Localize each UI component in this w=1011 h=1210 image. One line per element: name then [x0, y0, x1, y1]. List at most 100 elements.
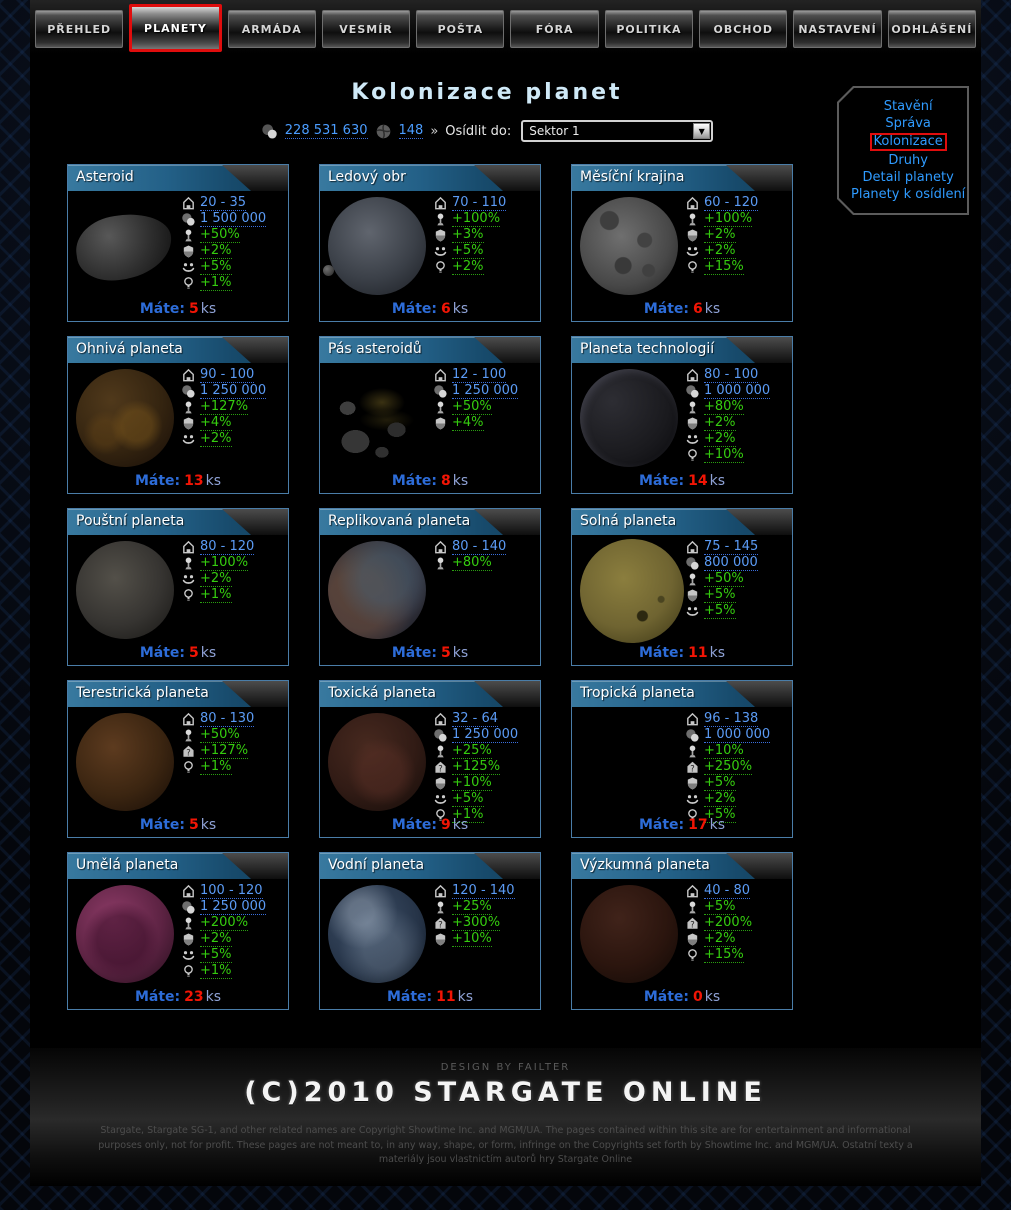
sidebar-item-druhy[interactable]: Druhy: [888, 153, 928, 168]
stat-value[interactable]: +2%: [704, 431, 736, 447]
stat-value[interactable]: 12 - 100: [452, 367, 507, 383]
stat-value[interactable]: +10%: [452, 775, 492, 791]
stat-value[interactable]: +2%: [704, 243, 736, 259]
stat-value[interactable]: +80%: [704, 399, 744, 415]
stat-value[interactable]: +1%: [200, 963, 232, 979]
stat-value[interactable]: 75 - 145: [704, 539, 759, 555]
stat-value[interactable]: +200%: [704, 915, 753, 931]
nav-tab-politika[interactable]: POLITIKA: [604, 10, 694, 48]
stat-value[interactable]: +5%: [452, 243, 484, 259]
stat-value[interactable]: 80 - 100: [704, 367, 759, 383]
stat-value[interactable]: 90 - 100: [200, 367, 255, 383]
stat-value[interactable]: +5%: [704, 775, 736, 791]
stat-value[interactable]: +125%: [452, 759, 501, 775]
stat-value[interactable]: +200%: [200, 915, 249, 931]
stat-value[interactable]: 20 - 35: [200, 195, 247, 211]
menu-scrollbar-thumb[interactable]: [968, 142, 975, 158]
planet-card-umela-planeta[interactable]: Umělá planeta 100 - 120 1 250 000 +200% +2% +…: [67, 852, 289, 1010]
stat-value[interactable]: +5%: [452, 791, 484, 807]
planet-card-tropicka-planeta[interactable]: Tropická planeta 96 - 138 1 000 000 +10%? +2…: [571, 680, 793, 838]
nav-tab-armada[interactable]: ARMÁDA: [227, 10, 316, 48]
stat-value[interactable]: 96 - 138: [704, 711, 759, 727]
stat-value[interactable]: +250%: [704, 759, 753, 775]
stat-value[interactable]: +1%: [200, 275, 232, 291]
money-link[interactable]: 228 531 630: [284, 123, 368, 139]
stat-value[interactable]: +2%: [704, 931, 736, 947]
sidebar-item-kolonizace[interactable]: Kolonizace: [870, 133, 947, 151]
stat-value[interactable]: +80%: [452, 555, 492, 571]
stat-value[interactable]: +5%: [200, 947, 232, 963]
planet-card-mesicni-krajina[interactable]: Měsíční krajina 60 - 120 +100% +2% +2% +15% Má…: [571, 164, 793, 322]
stat-value[interactable]: 1 250 000: [452, 383, 519, 399]
stat-value[interactable]: +10%: [704, 447, 744, 463]
stat-value[interactable]: 1 250 000: [452, 727, 519, 743]
stat-value[interactable]: +15%: [704, 259, 744, 275]
stat-value[interactable]: +2%: [200, 931, 232, 947]
sidebar-item-staveni[interactable]: Stavění: [883, 99, 933, 114]
stat-value[interactable]: +25%: [452, 899, 492, 915]
planet-card-asteroid[interactable]: Asteroid 20 - 35 1 500 000 +50% +2% +5% +1% Mát…: [67, 164, 289, 322]
stat-value[interactable]: +100%: [452, 211, 501, 227]
stat-value[interactable]: 70 - 110: [452, 195, 507, 211]
stat-value[interactable]: +2%: [200, 571, 232, 587]
stat-value[interactable]: +15%: [704, 947, 744, 963]
stat-value[interactable]: 1 000 000: [704, 727, 771, 743]
stat-value[interactable]: +10%: [704, 743, 744, 759]
planet-card-ohniva-planeta[interactable]: Ohnivá planeta 90 - 100 1 250 000 +127% +4% +…: [67, 336, 289, 494]
stat-value[interactable]: +50%: [200, 727, 240, 743]
stat-value[interactable]: +3%: [452, 227, 484, 243]
stat-value[interactable]: +2%: [200, 243, 232, 259]
stat-value[interactable]: 60 - 120: [704, 195, 759, 211]
stat-value[interactable]: +50%: [200, 227, 240, 243]
stat-value[interactable]: +300%: [452, 915, 501, 931]
nav-tab-fora[interactable]: FÓRA: [510, 10, 599, 48]
stat-value[interactable]: +1%: [452, 807, 484, 823]
nav-tab-vesmir[interactable]: VESMÍR: [321, 10, 411, 48]
stat-value[interactable]: 32 - 64: [452, 711, 499, 727]
stat-value[interactable]: +4%: [452, 415, 484, 431]
stat-value[interactable]: 80 - 130: [200, 711, 255, 727]
nav-tab-nastaveni[interactable]: NASTAVENÍ: [793, 10, 882, 48]
stat-value[interactable]: 800 000: [704, 555, 758, 571]
stat-value[interactable]: 80 - 120: [200, 539, 255, 555]
stat-value[interactable]: 1 250 000: [200, 383, 267, 399]
stat-value[interactable]: +5%: [704, 807, 736, 823]
sector-select[interactable]: Sektor 1 ▼: [521, 120, 714, 142]
planet-card-replikovana-planeta[interactable]: Replikovaná planeta 80 - 140 +80% Máte: 5 ks: [319, 508, 541, 666]
stat-value[interactable]: +5%: [704, 899, 736, 915]
stat-value[interactable]: +2%: [704, 791, 736, 807]
stat-value[interactable]: 1 250 000: [200, 899, 267, 915]
planet-card-terestricka-planeta[interactable]: Terestrická planeta 80 - 130 +50%? +127% +1%…: [67, 680, 289, 838]
stat-value[interactable]: +50%: [452, 399, 492, 415]
stat-value[interactable]: +25%: [452, 743, 492, 759]
stat-value[interactable]: +2%: [200, 431, 232, 447]
stat-value[interactable]: +2%: [452, 259, 484, 275]
planet-card-planeta-technologii[interactable]: Planeta technologií 80 - 100 1 000 000 +80%…: [571, 336, 793, 494]
stat-value[interactable]: +2%: [704, 415, 736, 431]
stat-value[interactable]: +1%: [200, 587, 232, 603]
stat-value[interactable]: +1%: [200, 759, 232, 775]
planet-card-ledovy-obr[interactable]: Ledový obr 70 - 110 +100% +3% +5% +2% Máte: 6 ks: [319, 164, 541, 322]
sidebar-item-detail-planety[interactable]: Detail planety: [862, 170, 954, 185]
stat-value[interactable]: +127%: [200, 743, 249, 759]
stat-value[interactable]: +50%: [704, 571, 744, 587]
stat-value[interactable]: 80 - 140: [452, 539, 507, 555]
stat-value[interactable]: +5%: [704, 587, 736, 603]
stat-value[interactable]: +100%: [704, 211, 753, 227]
nav-tab-obchod[interactable]: OBCHOD: [699, 10, 788, 48]
stat-value[interactable]: +2%: [704, 227, 736, 243]
stat-value[interactable]: 1 000 000: [704, 383, 771, 399]
stat-value[interactable]: +5%: [704, 603, 736, 619]
stat-value[interactable]: 1 500 000: [200, 211, 267, 227]
stat-value[interactable]: 120 - 140: [452, 883, 515, 899]
planet-card-pas-asteroidu[interactable]: Pás asteroidů 12 - 100 1 250 000 +50% +4% Mát…: [319, 336, 541, 494]
sidebar-item-sprava[interactable]: Správa: [885, 116, 931, 131]
stat-value[interactable]: 40 - 80: [704, 883, 751, 899]
stat-value[interactable]: +100%: [200, 555, 249, 571]
stat-value[interactable]: 100 - 120: [200, 883, 263, 899]
planet-card-vodni-planeta[interactable]: Vodní planeta 120 - 140 +25%? +300% +10% Máte…: [319, 852, 541, 1010]
planet-card-toxicka-planeta[interactable]: Toxická planeta 32 - 64 1 250 000 +25%? +125…: [319, 680, 541, 838]
nav-tab-posta[interactable]: POŠTA: [416, 10, 505, 48]
nav-tab-odhlaseni[interactable]: ODHLÁŠENÍ: [887, 10, 976, 48]
stat-value[interactable]: +127%: [200, 399, 249, 415]
